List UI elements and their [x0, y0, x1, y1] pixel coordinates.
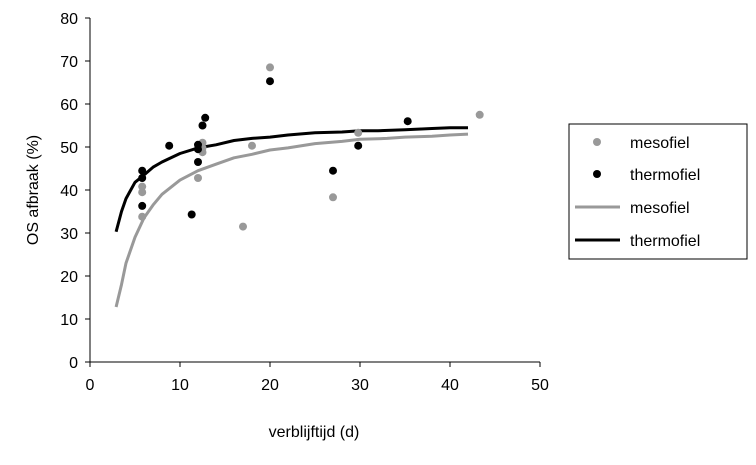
data-point-mesofiel	[329, 193, 337, 202]
legend-marker-thermofiel	[593, 170, 601, 178]
data-point-thermofiel	[138, 166, 147, 175]
y-tick-label: 0	[69, 355, 78, 372]
x-tick-label: 0	[86, 377, 95, 394]
y-tick-label: 40	[60, 183, 78, 200]
y-tick-label: 80	[60, 11, 78, 28]
data-point-mesofiel	[266, 63, 274, 72]
data-point-thermofiel	[138, 201, 147, 210]
data-point-mesofiel	[138, 182, 147, 191]
data-point-mesofiel	[138, 188, 147, 197]
x-tick-label: 40	[441, 377, 459, 394]
y-tick-label: 70	[60, 54, 78, 71]
x-tick-label: 50	[531, 377, 549, 394]
legend-label-mesofiel-line: mesofiel	[630, 200, 690, 217]
data-point-thermofiel	[201, 113, 210, 122]
y-tick-label: 60	[60, 97, 78, 114]
y-tick-label: 30	[60, 226, 78, 243]
axes: 0 10 20 30 40 50 60 70 80 0 10 20 30 40 50	[60, 11, 549, 394]
y-tick-label: 10	[60, 312, 78, 329]
y-tick-label: 50	[60, 140, 78, 157]
legend-label-thermofiel-points: thermofiel	[630, 167, 700, 184]
legend-frame	[568, 123, 748, 260]
x-tick-label: 20	[261, 377, 279, 394]
x-axis-title: verblijftijd (d)	[269, 424, 360, 441]
data-point-thermofiel	[165, 141, 174, 150]
y-tick-label: 20	[60, 269, 78, 286]
y-axis-title: OS afbraak (%)	[25, 135, 42, 245]
x-tick-label: 10	[171, 377, 189, 394]
data-point-thermofiel	[187, 210, 196, 219]
data-point-thermofiel	[354, 141, 363, 150]
data-point-thermofiel	[266, 77, 274, 86]
data-point-mesofiel	[194, 174, 202, 182]
data-point-thermofiel	[329, 166, 337, 175]
data-point-thermofiel	[403, 117, 412, 126]
legend-label-mesofiel-points: mesofiel	[630, 135, 690, 152]
data-point-mesofiel	[248, 141, 256, 150]
legend: mesofiel thermofiel mesofiel thermofiel	[568, 123, 748, 260]
data-point-thermofiel	[194, 140, 202, 149]
x-tick-label: 30	[351, 377, 369, 394]
series-line-mesofiel	[114, 132, 469, 308]
data-point-mesofiel	[354, 128, 363, 137]
data-point-thermofiel	[138, 174, 147, 182]
series-lines	[114, 126, 469, 308]
data-point-thermofiel	[198, 121, 207, 130]
data-point-mesofiel	[475, 110, 484, 119]
data-point-mesofiel	[138, 212, 147, 221]
legend-marker-mesofiel	[593, 138, 601, 146]
series-points	[138, 63, 484, 231]
data-point-thermofiel	[194, 158, 202, 166]
legend-label-thermofiel-line: thermofiel	[630, 233, 700, 250]
data-point-mesofiel	[239, 222, 247, 231]
